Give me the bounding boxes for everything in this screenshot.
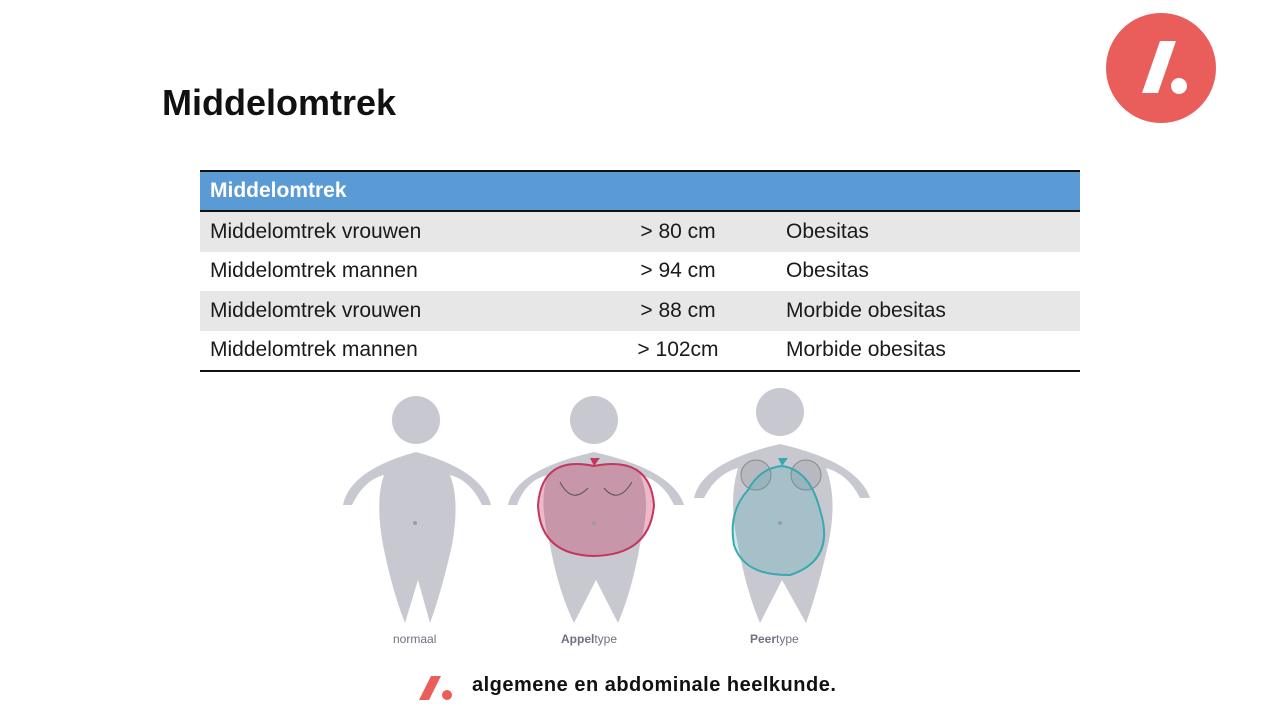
row-label: Middelomtrek mannen (200, 330, 580, 372)
table-header: Middelomtrek (200, 170, 1080, 212)
normal-body-figure (343, 396, 491, 623)
row-value: > 94 cm (640, 259, 716, 283)
row-value: > 102cm (580, 330, 776, 372)
row-category: Obesitas (776, 211, 1080, 252)
row-label: Middelomtrek vrouwen (200, 291, 580, 331)
caption-normaal: normaal (393, 632, 437, 646)
slide-title: Middelomtrek (162, 82, 397, 123)
row-value: > 88 cm (580, 291, 776, 331)
slash-dot-logo-icon (1106, 13, 1216, 123)
body-type-illustration (343, 388, 870, 623)
row-category: Morbide obesitas (776, 330, 1080, 372)
footer-logo-icon (419, 676, 452, 700)
caption-appeltype: Appeltype (561, 632, 618, 646)
table-row: Middelomtrek mannen > 94 cm Obesitas (200, 252, 1080, 292)
table-row: Middelomtrek vrouwen > 88 cm Morbide obe… (200, 291, 1080, 331)
row-category: Morbide obesitas (776, 291, 1080, 331)
footer-brand-text: algemene en abdominale heelkunde. (472, 674, 837, 696)
row-label: Middelomtrek vrouwen (200, 211, 580, 252)
pear-body-figure (694, 388, 870, 623)
caption-peertype: Peertype (750, 632, 799, 646)
row-label: Middelomtrek mannen (210, 259, 418, 283)
row-value: > 80 cm (580, 211, 776, 252)
waist-table: Middelomtrek Middelomtrek vrouwen > 80 c… (200, 170, 1080, 372)
table-row: Middelomtrek vrouwen > 80 cm Obesitas (200, 211, 1080, 252)
apple-body-figure (508, 396, 684, 623)
table-row: Middelomtrek mannen > 102cm Morbide obes… (200, 330, 1080, 372)
row-category: Obesitas (786, 259, 869, 283)
